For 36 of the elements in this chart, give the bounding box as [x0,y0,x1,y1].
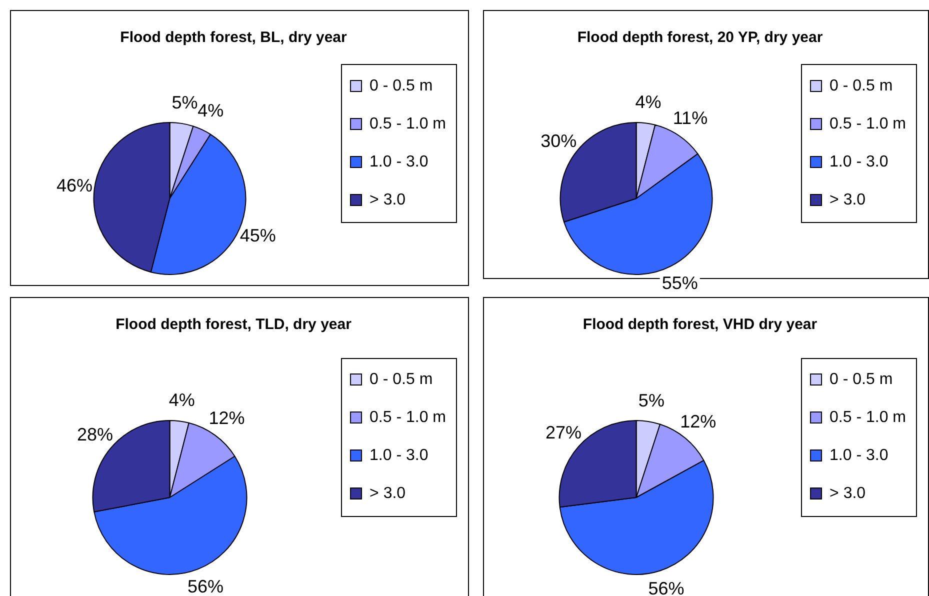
legend-label: 0.5 - 1.0 m [830,115,906,132]
legend-label: 0 - 0.5 m [370,370,433,388]
data-label: 11% [672,108,708,128]
chart-title: Flood depth forest, TLD, dry year [116,316,352,334]
data-label: 4% [635,92,662,112]
legend-label: > 3.0 [370,191,406,208]
data-label: 12% [208,408,245,428]
data-label: 5% [172,92,198,113]
data-label: 56% [648,578,684,596]
data-label: 46% [56,175,93,196]
data-label: 4% [198,100,224,121]
legend-label: > 3.0 [370,484,406,502]
data-label: 4% [168,390,195,410]
chart-title: Flood depth forest, BL, dry year [120,29,348,46]
legend-label: 0 - 0.5 m [830,370,893,388]
legend-label: 0.5 - 1.0 m [370,408,446,426]
data-label: 56% [187,576,224,596]
chart-title: Flood depth forest, 20 YP, dry year [577,29,823,46]
legend-label: > 3.0 [830,484,866,502]
legend-label: 1.0 - 3.0 [370,153,428,170]
data-label: 45% [240,226,276,246]
legend-label: 0.5 - 1.0 m [830,408,906,426]
legend-label: 1.0 - 3.0 [830,153,888,170]
data-label: 30% [540,131,577,152]
data-label: 12% [680,412,716,432]
data-label: 5% [638,390,664,411]
legend-label: 0 - 0.5 m [370,77,433,94]
legend-label: 1.0 - 3.0 [370,446,428,464]
data-label: 28% [77,424,114,445]
data-label: 27% [545,422,582,442]
legend-label: 0 - 0.5 m [830,77,893,94]
data-label: 55% [662,273,698,294]
chart-title: Flood depth forest, VHD dry year [582,316,818,334]
legend-label: > 3.0 [830,191,866,208]
legend-label: 1.0 - 3.0 [830,446,888,464]
legend-label: 0.5 - 1.0 m [370,115,446,132]
